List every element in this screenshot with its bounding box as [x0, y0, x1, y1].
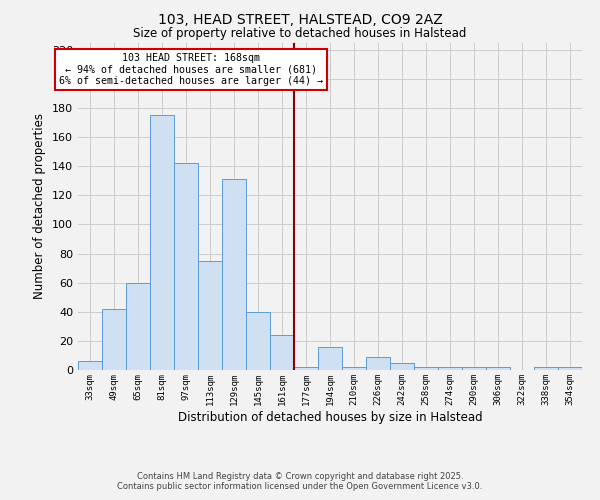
Bar — [270, 335, 294, 370]
Bar — [462, 367, 486, 370]
Bar — [438, 367, 462, 370]
Text: Contains public sector information licensed under the Open Government Licence v3: Contains public sector information licen… — [118, 482, 482, 491]
Text: 103 HEAD STREET: 168sqm
← 94% of detached houses are smaller (681)
6% of semi-de: 103 HEAD STREET: 168sqm ← 94% of detache… — [59, 52, 323, 86]
Bar — [414, 367, 438, 370]
Bar — [198, 261, 222, 370]
Y-axis label: Number of detached properties: Number of detached properties — [34, 114, 46, 299]
Bar — [222, 180, 246, 370]
Bar — [150, 116, 174, 370]
X-axis label: Distribution of detached houses by size in Halstead: Distribution of detached houses by size … — [178, 410, 482, 424]
Bar — [366, 357, 390, 370]
Bar — [342, 367, 366, 370]
Text: 103, HEAD STREET, HALSTEAD, CO9 2AZ: 103, HEAD STREET, HALSTEAD, CO9 2AZ — [158, 12, 442, 26]
Bar — [126, 282, 150, 370]
Bar — [318, 346, 342, 370]
Bar — [558, 367, 582, 370]
Text: Contains HM Land Registry data © Crown copyright and database right 2025.: Contains HM Land Registry data © Crown c… — [137, 472, 463, 481]
Bar — [174, 164, 198, 370]
Bar — [78, 362, 102, 370]
Bar — [294, 367, 318, 370]
Bar — [102, 309, 126, 370]
Bar — [246, 312, 270, 370]
Text: Size of property relative to detached houses in Halstead: Size of property relative to detached ho… — [133, 28, 467, 40]
Bar — [534, 367, 558, 370]
Bar — [486, 367, 510, 370]
Bar — [390, 362, 414, 370]
